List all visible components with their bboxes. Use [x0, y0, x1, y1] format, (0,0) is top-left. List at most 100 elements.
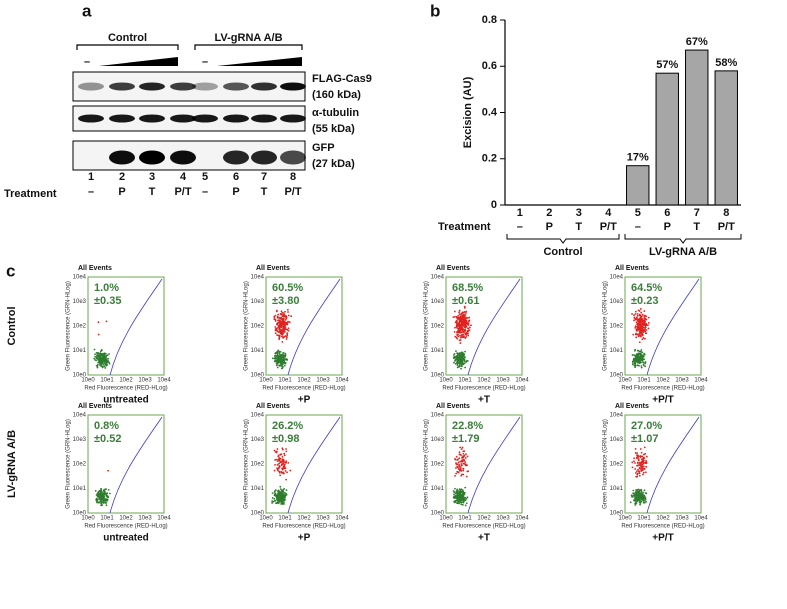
event-dot — [278, 337, 281, 340]
event-dot — [279, 359, 282, 362]
event-dot — [101, 498, 103, 500]
event-dot — [101, 492, 104, 494]
event-dot — [105, 354, 108, 357]
event-dot — [276, 323, 279, 325]
event-dot — [465, 310, 468, 313]
x-tick-label: 10e3 — [496, 378, 510, 384]
event-dot — [282, 472, 285, 475]
event-dot — [643, 317, 646, 320]
event-dot — [457, 361, 459, 364]
event-dot — [101, 493, 104, 496]
event-dot — [638, 474, 641, 477]
y-tick-label: 10e1 — [610, 348, 624, 354]
y-tick-label: 10e1 — [431, 348, 445, 354]
event-dot — [96, 354, 98, 357]
y-tick-label: 0.4 — [482, 106, 498, 118]
event-dot — [462, 452, 465, 455]
treatment: T — [149, 186, 156, 198]
event-dot — [455, 495, 457, 498]
treatment: P/T — [284, 186, 301, 198]
event-dot — [644, 330, 646, 332]
event-dot — [637, 350, 640, 352]
event-dot — [284, 318, 287, 321]
event-dot — [285, 316, 288, 319]
y-tick-label: 0.6 — [482, 60, 497, 72]
event-dot — [461, 327, 464, 329]
event-dot — [641, 461, 644, 464]
blot-band — [192, 114, 218, 123]
condition-label: +P — [298, 533, 311, 544]
event-dot — [458, 464, 461, 466]
event-dot — [637, 470, 640, 473]
event-dot — [461, 311, 464, 314]
event-dot — [273, 491, 276, 493]
event-dot — [461, 329, 464, 332]
event-dot — [107, 360, 109, 362]
x-tick-label: 10e2 — [477, 378, 491, 384]
x-tick-label: 10e1 — [637, 516, 651, 522]
event-dot — [281, 332, 284, 334]
event-dot — [632, 492, 634, 495]
event-dot — [459, 323, 462, 326]
y-tick-label: 10e3 — [251, 437, 265, 443]
event-dot — [643, 310, 646, 313]
y-tick-label: 10e2 — [73, 324, 87, 330]
gate-sd: ±0.98 — [272, 433, 299, 445]
event-dot — [466, 464, 468, 467]
event-dot — [634, 354, 637, 357]
event-dot — [647, 322, 650, 324]
y-tick-label: 10e4 — [73, 275, 87, 281]
y-tick-label: 10e1 — [610, 486, 624, 492]
event-dot — [457, 318, 460, 320]
event-dot — [638, 467, 641, 469]
event-dot — [455, 492, 458, 495]
x-tick-label: 10e0 — [439, 516, 453, 522]
event-dot — [454, 326, 456, 329]
event-dot — [455, 350, 457, 353]
event-dot — [468, 329, 471, 332]
blot-band — [170, 114, 196, 123]
event-dot — [467, 327, 470, 330]
event-dot — [636, 452, 639, 455]
y-tick-label: 10e0 — [251, 511, 265, 517]
event-dot — [645, 318, 648, 321]
x-tick-label: 10e3 — [675, 516, 689, 522]
x-tick-label: 10e3 — [496, 516, 510, 522]
event-dot — [643, 497, 645, 499]
event-dot — [104, 488, 106, 491]
event-dot — [274, 359, 277, 362]
event-dot — [279, 332, 282, 334]
event-dot — [639, 493, 641, 496]
event-dot — [632, 333, 635, 336]
y-tick-label: 10e0 — [73, 511, 87, 517]
event-dot — [276, 354, 279, 357]
x-tick-label: 3 — [576, 207, 582, 219]
event-dot — [284, 310, 286, 313]
event-dot — [283, 354, 285, 357]
event-dot — [638, 359, 640, 362]
treatment-label: Treatment — [438, 221, 491, 233]
gate-sd: ±0.23 — [631, 295, 658, 307]
event-dot — [455, 455, 458, 458]
event-dot — [279, 457, 282, 460]
event-dot — [460, 464, 463, 467]
event-dot — [287, 311, 289, 313]
event-dot — [645, 465, 648, 468]
group-bracket — [624, 234, 742, 244]
event-dot — [107, 469, 110, 472]
event-dot — [100, 349, 103, 351]
event-dot — [284, 352, 287, 355]
event-dot — [280, 360, 283, 363]
event-dot — [639, 314, 642, 317]
event-dot — [271, 502, 273, 504]
event-dot — [97, 333, 100, 336]
x-tick-label: 10e4 — [157, 516, 171, 522]
event-dot — [634, 364, 637, 367]
event-dot — [460, 490, 463, 493]
bar — [626, 165, 650, 206]
event-dot — [633, 316, 636, 319]
event-dot — [452, 490, 455, 492]
event-dot — [459, 331, 462, 334]
event-dot — [641, 455, 644, 458]
event-dot — [468, 316, 471, 319]
